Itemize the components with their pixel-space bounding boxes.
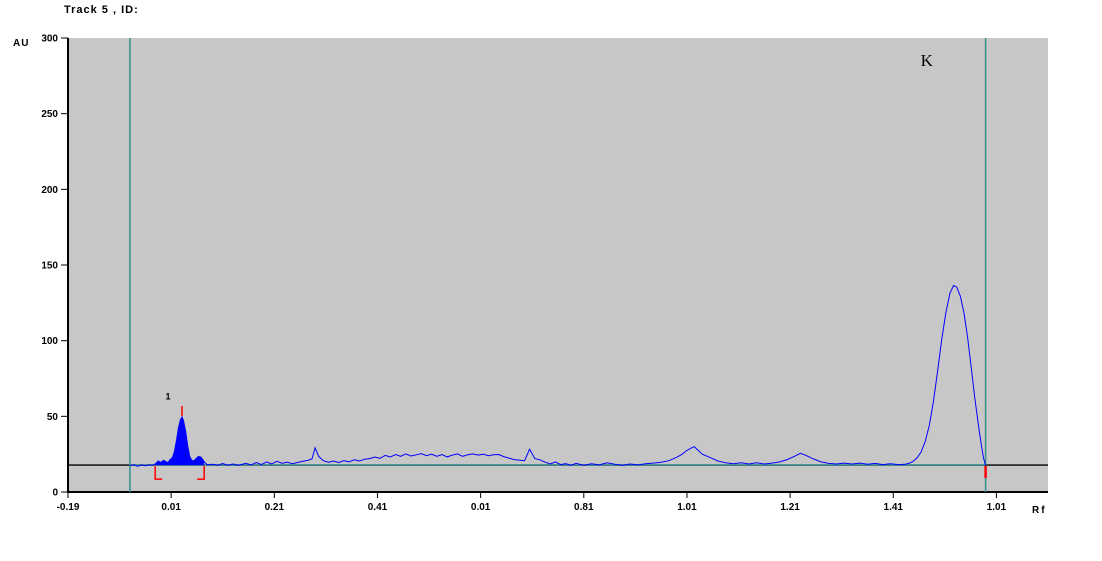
y-tick-label: 300 [41, 34, 58, 45]
y-tick-label: 50 [47, 412, 59, 423]
x-tick-label: 0.01 [161, 502, 181, 513]
y-tick-label: 150 [41, 261, 58, 272]
peak-1-fill [155, 416, 205, 466]
peak-1-end-marker [197, 466, 205, 480]
track-letter-annotation: K [921, 51, 934, 70]
x-axis-unit-label: Rf [1032, 505, 1047, 516]
x-tick-label: 0.01 [471, 502, 491, 513]
x-tick-label: 0.81 [574, 502, 594, 513]
y-tick-label: 100 [41, 336, 58, 347]
x-tick-label: 1.41 [884, 502, 904, 513]
plot-area[interactable] [68, 38, 1048, 492]
scan-trace [129, 284, 987, 467]
x-tick-label: 1.01 [987, 502, 1007, 513]
x-tick-label: 1.21 [780, 502, 800, 513]
x-tick-label: 0.41 [368, 502, 388, 513]
y-tick-label: 250 [41, 109, 58, 120]
y-axis-unit-label: AU [13, 38, 30, 49]
track-title: Track 5 , ID: [64, 4, 139, 16]
y-tick-label: 0 [52, 488, 58, 499]
x-tick-label: 0.21 [265, 502, 285, 513]
x-tick-label: 1.01 [677, 502, 697, 513]
x-tick-label: -0.19 [57, 502, 80, 513]
peak-number-label: 1 [166, 392, 171, 402]
y-tick-label: 200 [41, 185, 58, 196]
peak-1-start-marker [154, 466, 163, 480]
